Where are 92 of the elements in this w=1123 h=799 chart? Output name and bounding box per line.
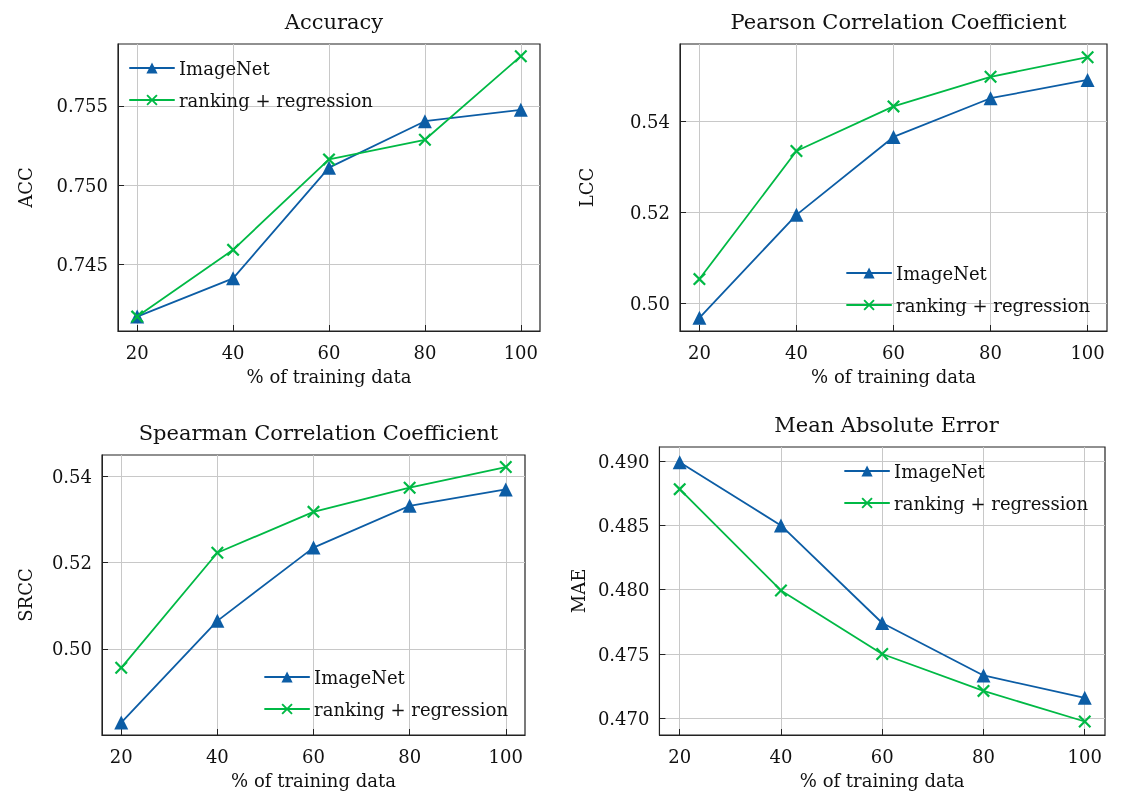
x-tick-label: 20 xyxy=(687,341,711,363)
legend-label: ranking + regression xyxy=(314,698,509,720)
point xyxy=(499,460,513,474)
legend-label: ImageNet xyxy=(314,666,406,688)
x-tick-label: 80 xyxy=(413,341,437,363)
x-tick-label: 100 xyxy=(1070,341,1105,363)
x-tick-label: 20 xyxy=(125,341,149,363)
x-tick-label: 60 xyxy=(882,341,905,363)
y-tick-label: 0.54 xyxy=(51,466,92,488)
x-tick-label: 60 xyxy=(317,341,341,363)
x-axis-title: % of training data xyxy=(231,769,397,791)
point xyxy=(875,616,890,631)
y-tick-label: 0.50 xyxy=(51,638,92,660)
y-tick-label: 0.755 xyxy=(56,95,108,117)
point xyxy=(322,160,336,175)
x-axis-title: % of training data xyxy=(799,769,965,791)
point xyxy=(875,647,889,661)
point xyxy=(418,133,432,147)
chart-title: Mean Absolute Error xyxy=(774,412,1000,437)
point xyxy=(976,668,991,683)
y-tick-label: 0.480 xyxy=(597,579,650,601)
point xyxy=(984,70,998,84)
point xyxy=(114,661,128,675)
y-tick-label: 0.745 xyxy=(56,253,108,275)
point xyxy=(417,114,432,129)
x-tick-label: 80 xyxy=(972,745,995,767)
legend-label: ranking + regression xyxy=(894,492,1089,514)
legend-label: ImageNet xyxy=(896,262,988,284)
x-tick-label: 100 xyxy=(1067,745,1102,767)
point xyxy=(672,455,687,470)
point xyxy=(886,129,901,144)
point xyxy=(976,684,990,698)
point xyxy=(1078,715,1092,728)
point xyxy=(789,144,803,158)
point xyxy=(307,505,320,519)
chart-title: Accuracy xyxy=(283,9,384,34)
x-tick-label: 40 xyxy=(205,745,229,767)
point xyxy=(114,715,129,730)
x-axis-title: % of training data xyxy=(811,365,977,387)
point xyxy=(403,481,417,495)
point xyxy=(692,272,706,286)
y-axis-title: ACC xyxy=(14,167,36,209)
point xyxy=(513,102,528,117)
point xyxy=(692,310,707,325)
point xyxy=(887,99,900,113)
point xyxy=(1077,690,1092,705)
point xyxy=(774,583,788,597)
x-tick-label: 40 xyxy=(769,745,793,767)
x-tick-label: 80 xyxy=(979,341,1002,363)
legend-label: ImageNet xyxy=(179,57,271,79)
point xyxy=(322,152,336,166)
chart-title: Spearman Correlation Coefficient xyxy=(138,420,499,445)
legend-label: ImageNet xyxy=(894,460,986,482)
y-tick-label: 0.50 xyxy=(629,293,670,315)
point xyxy=(673,482,687,496)
point xyxy=(210,546,224,560)
x-tick-label: 40 xyxy=(785,341,808,363)
y-axis-title: MAE xyxy=(567,568,589,614)
y-tick-label: 0.490 xyxy=(597,450,650,472)
point xyxy=(1081,50,1095,64)
x-tick-label: 80 xyxy=(398,745,422,767)
point xyxy=(789,207,804,222)
x-axis-title: % of training data xyxy=(246,365,412,387)
y-tick-label: 0.485 xyxy=(597,514,650,536)
y-tick-label: 0.52 xyxy=(51,552,92,574)
y-tick-label: 0.52 xyxy=(629,202,670,224)
point xyxy=(402,498,417,513)
point xyxy=(226,271,241,286)
y-tick-label: 0.475 xyxy=(597,643,650,665)
point xyxy=(1080,72,1095,87)
x-tick-label: 100 xyxy=(503,341,538,363)
y-tick-label: 0.54 xyxy=(629,110,670,132)
x-tick-label: 60 xyxy=(870,745,894,767)
point xyxy=(514,49,528,63)
legend-label: ranking + regression xyxy=(179,89,374,111)
y-tick-label: 0.750 xyxy=(56,174,108,196)
point xyxy=(210,613,225,628)
x-tick-label: 40 xyxy=(221,341,245,363)
point xyxy=(226,243,240,257)
y-axis-title: LCC xyxy=(575,167,597,208)
point xyxy=(498,482,513,497)
x-tick-label: 20 xyxy=(668,745,692,767)
x-tick-label: 20 xyxy=(109,745,133,767)
x-tick-label: 60 xyxy=(302,745,325,767)
y-tick-label: 0.470 xyxy=(597,707,650,729)
y-axis-title: SRCC xyxy=(14,568,36,622)
legend-label: ranking + regression xyxy=(896,294,1091,316)
chart-title: Pearson Correlation Coefficient xyxy=(730,9,1067,34)
point xyxy=(773,518,788,533)
x-tick-label: 100 xyxy=(488,745,523,767)
point xyxy=(306,540,321,555)
point xyxy=(983,91,998,106)
